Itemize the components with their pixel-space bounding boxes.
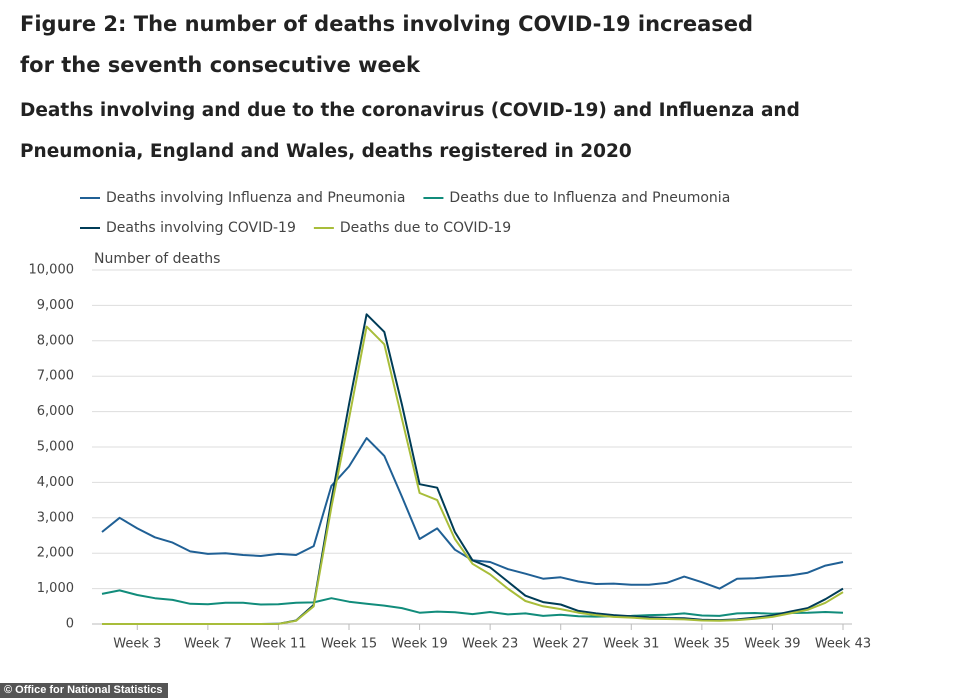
legend-label: Deaths involving Influenza and Pneumonia (106, 190, 405, 206)
series-line (102, 313, 844, 625)
chart: Number of deaths 0 1,000 2,000 3,000 4,000 5,… (29, 190, 872, 652)
y-tick-label: 3,000 (37, 510, 74, 525)
x-tick-label: Week 43 (815, 637, 871, 652)
legend-label: Deaths due to Influenza and Pneumonia (449, 190, 730, 206)
legend-label: Deaths involving COVID-19 (106, 220, 296, 236)
y-tick-label: 10,000 (29, 263, 75, 278)
y-tick-label: 9,000 (37, 298, 74, 313)
y-tick-label: 4,000 (37, 475, 74, 490)
chart-title: Figure 2: The number of deaths involving… (20, 12, 754, 77)
series-line (101, 589, 844, 618)
y-tick-label: 7,000 (37, 369, 74, 384)
y-tick-label: 1,000 (37, 581, 74, 596)
x-tick-label: Week 31 (603, 637, 659, 652)
series-line (101, 437, 844, 590)
x-tick-label: Week 23 (462, 637, 518, 652)
x-tick-label: Week 39 (744, 637, 800, 652)
source: © Office for National Statistics (0, 683, 169, 698)
x-tick-label: Week 7 (184, 637, 232, 652)
y-axis-label: Number of deaths (94, 251, 220, 267)
x-tick-label: Week 15 (321, 637, 377, 652)
y-tick-label: 6,000 (37, 404, 74, 419)
legend-label: Deaths due to COVID-19 (340, 220, 511, 236)
x-tick-label: Week 11 (250, 637, 306, 652)
y-tick-label: 2,000 (37, 546, 74, 561)
x-tick-label: Week 35 (674, 637, 730, 652)
chart-subtitle: Deaths involving and due to the coronavi… (20, 100, 800, 162)
x-tick-label: Week 19 (391, 637, 447, 652)
x-tick-label: Week 3 (113, 637, 161, 652)
y-tick-label: 8,000 (37, 333, 74, 348)
y-tick-label: 0 (66, 617, 74, 632)
y-tick-label: 5,000 (37, 440, 74, 455)
x-tick-label: Week 27 (533, 637, 589, 652)
series-line (102, 325, 844, 625)
